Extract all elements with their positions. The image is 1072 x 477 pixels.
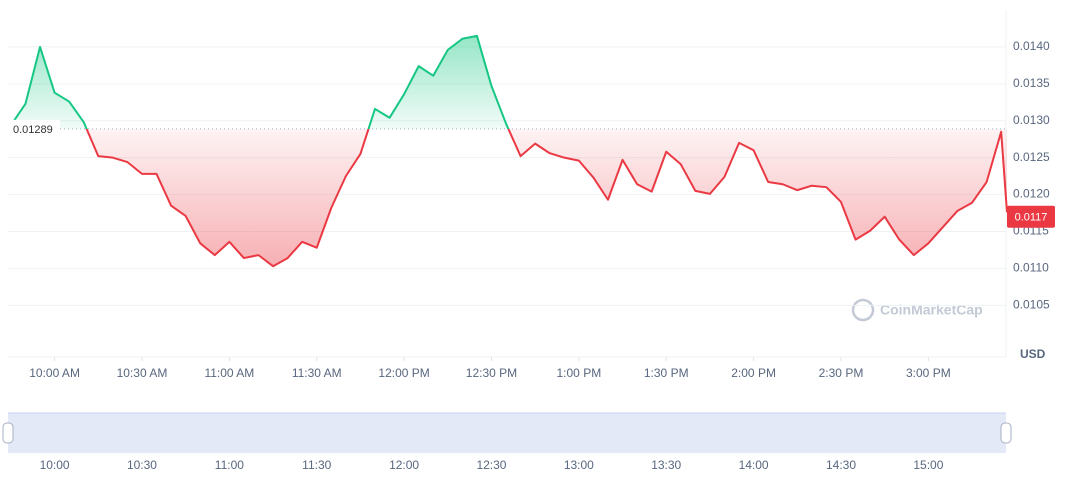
x-tick-label: 10:30 AM [117, 366, 168, 380]
navigator-tick-label: 10:30 [127, 458, 157, 472]
baseline-label-bg [8, 119, 60, 138]
navigator-track [8, 413, 1006, 453]
navigator-tick-label: 13:30 [651, 458, 681, 472]
navigator-tick-label: 14:00 [739, 458, 769, 472]
current-price-label: 0.0117 [1015, 212, 1048, 224]
navigator-tick-label: 15:00 [913, 458, 943, 472]
watermark-logo [851, 298, 875, 322]
x-tick-label: 2:00 PM [731, 366, 776, 380]
y-tick-label: 0.0105 [1013, 297, 1050, 311]
navigator-handle-right[interactable] [1000, 422, 1012, 444]
currency-label: USD [1020, 347, 1046, 361]
navigator-tick-label: 14:30 [826, 458, 856, 472]
navigator-handle-left[interactable] [2, 422, 14, 444]
y-tick-label: 0.0135 [1013, 76, 1050, 90]
navigator-tick-label: 11:30 [302, 458, 331, 472]
x-tick-label: 12:00 PM [378, 366, 429, 380]
navigator-tick-label: 12:30 [476, 458, 506, 472]
price-area [10, 35, 1008, 267]
y-tick-label: 0.0130 [1013, 113, 1050, 127]
watermark: CoinMarketCap [880, 302, 983, 318]
x-tick-label: 3:00 PM [906, 366, 951, 380]
x-tick-label: 1:30 PM [644, 366, 689, 380]
x-tick-label: 2:30 PM [819, 366, 864, 380]
price-line [10, 34, 1008, 268]
x-tick-label: 1:00 PM [557, 366, 602, 380]
navigator-tick-label: 11:00 [215, 458, 244, 472]
y-tick-label: 0.0120 [1013, 187, 1050, 201]
x-tick-label: 11:30 AM [292, 366, 342, 380]
y-tick-label: 0.0110 [1013, 261, 1049, 275]
y-tick-label: 0.0125 [1013, 150, 1050, 164]
x-tick-label: 12:30 PM [466, 366, 517, 380]
baseline-label: 0.01289 [13, 124, 53, 136]
navigator-tick-label: 12:00 [389, 458, 419, 472]
navigator-tick-label: 13:00 [564, 458, 594, 472]
navigator-tick-label: 10:00 [40, 458, 70, 472]
y-tick-label: 0.0140 [1013, 39, 1050, 53]
x-tick-label: 11:00 AM [204, 366, 254, 380]
x-tick-label: 10:00 AM [29, 366, 80, 380]
current-price-tag [1007, 205, 1055, 228]
